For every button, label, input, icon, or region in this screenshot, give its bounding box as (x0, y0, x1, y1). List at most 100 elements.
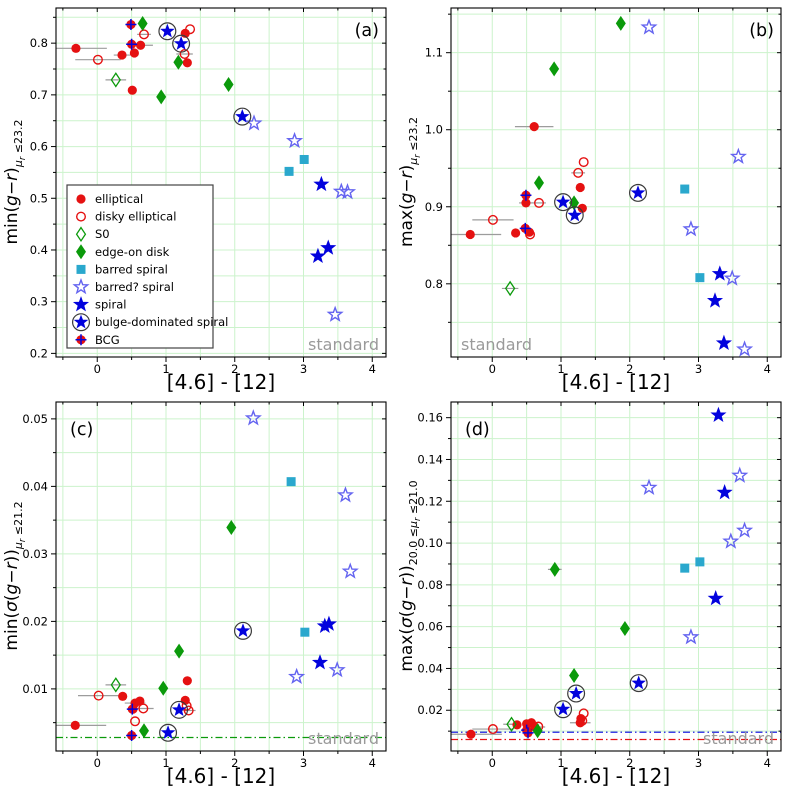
data-point (341, 562, 359, 579)
data-point (716, 484, 733, 500)
data-point (179, 49, 190, 60)
svg-text:0.10: 0.10 (417, 536, 443, 550)
data-point (723, 269, 741, 286)
watermark-standard: standard (308, 729, 379, 748)
y-axis-label: max(σ(g−r))20.0 ≤μr ≤21.0 (397, 480, 423, 671)
data-point (578, 708, 589, 719)
data-point (465, 229, 475, 240)
svg-text:2: 2 (626, 362, 633, 376)
data-point (172, 34, 191, 53)
legend-marker-circle-filled (76, 194, 86, 204)
data-point (735, 340, 754, 357)
data-point (299, 154, 309, 164)
gridlines (56, 402, 386, 751)
legend-label: barred spiral (95, 262, 168, 276)
svg-text:0.04: 0.04 (417, 661, 443, 675)
svg-text:1: 1 (162, 756, 169, 770)
data-point (93, 690, 104, 701)
svg-text:0.3: 0.3 (30, 295, 48, 309)
data-point (575, 182, 585, 193)
series-bulge-dominated-spiral (159, 621, 253, 742)
data-point (110, 677, 121, 693)
data-point (313, 175, 330, 192)
data-point (117, 50, 127, 60)
gridlines (451, 402, 781, 751)
data-point (125, 19, 137, 31)
panel-b-chart: 0 1 2 3 4 0.8 0.9 1.0 1.1 [4.6] - [12] max(g−r)μr … (395, 0, 789, 395)
data-point (92, 54, 103, 65)
series-disky-elliptical (93, 690, 194, 727)
series-barred-spiral (286, 477, 310, 637)
data-point (710, 406, 727, 423)
svg-text:3: 3 (695, 756, 702, 770)
panel-c-chart: 0 1 2 3 4 0.01 0.02 0.03 0.04 0.05 [4.6] - [12] min… (0, 394, 394, 789)
data-point (326, 305, 344, 322)
tick-labels: 0 1 2 3 4 0.8 0.9 1.0 1.1 (425, 46, 771, 376)
legend-label: S0 (95, 227, 110, 241)
svg-text:1: 1 (557, 362, 564, 376)
data-point (629, 183, 648, 202)
svg-text:0.06: 0.06 (417, 620, 443, 634)
data-point (71, 43, 81, 53)
svg-text:1: 1 (162, 362, 169, 376)
panel-label: (a) (355, 21, 379, 41)
x-axis-label: [4.6] - [12] (167, 764, 275, 788)
data-point (226, 520, 237, 536)
data-point (174, 643, 185, 659)
data-point (707, 589, 724, 606)
data-point (70, 720, 80, 730)
legend-marker-star-open (72, 277, 90, 295)
data-point (130, 716, 141, 727)
legend-label: spiral (95, 298, 126, 312)
data-point (549, 61, 560, 77)
data-point (554, 193, 573, 212)
data-point (138, 723, 150, 739)
data-point (729, 147, 747, 164)
watermark-standard: standard (308, 335, 379, 354)
x-axis-label: [4.6] - [12] (562, 764, 670, 788)
svg-text:2: 2 (231, 362, 238, 376)
legend-marker-circle-plus (75, 334, 87, 346)
axes-frame (450, 401, 782, 752)
svg-text:0.01: 0.01 (22, 682, 48, 696)
legend-marker-diamond-filled (75, 244, 87, 260)
data-point (533, 175, 545, 191)
x-axis-label: [4.6] - [12] (562, 370, 670, 394)
data-point (309, 247, 326, 264)
svg-text:0.8: 0.8 (425, 277, 443, 291)
series-S0 (110, 72, 121, 88)
legend-label: edge-on disk (95, 245, 170, 259)
axis-ticks (51, 402, 386, 756)
svg-text:2: 2 (626, 756, 633, 770)
axis-ticks (51, 8, 386, 362)
series-spiral (706, 265, 732, 350)
svg-text:0.9: 0.9 (425, 200, 443, 214)
svg-text:0.5: 0.5 (30, 191, 48, 205)
svg-text:3: 3 (300, 362, 307, 376)
data-point (554, 700, 573, 719)
data-point (182, 58, 192, 68)
svg-text:0.02: 0.02 (22, 614, 48, 628)
data-point (577, 715, 588, 726)
watermark-standard: standard (703, 729, 774, 748)
data-point (569, 668, 580, 684)
data-point (735, 521, 754, 538)
data-point (223, 77, 234, 93)
svg-text:0.2: 0.2 (30, 346, 48, 360)
data-point (183, 705, 194, 716)
legend: elliptical disky elliptical S0 edge-on disk… (66, 184, 228, 349)
legend-label: elliptical (95, 192, 143, 206)
data-point (288, 667, 306, 685)
tick-labels: 0 1 2 3 4 0.02 0.04 0.06 0.08 0.10 0.12 0.14 0.16 (417, 411, 771, 770)
data-point (173, 54, 184, 70)
data-point (567, 684, 586, 703)
svg-text:0.02: 0.02 (417, 703, 443, 717)
series-barred-spiral (680, 184, 705, 283)
panel-d-scatter: 0 1 2 3 4 0.02 0.04 0.06 0.08 0.10 0.12 0.14 0.16 [4.… (395, 394, 789, 789)
series-barred-spiral (284, 154, 309, 176)
series-BCG (521, 724, 534, 739)
series-bulge-dominated-spiral (554, 674, 648, 719)
series-spiral (707, 406, 733, 606)
series-elliptical (465, 122, 587, 240)
